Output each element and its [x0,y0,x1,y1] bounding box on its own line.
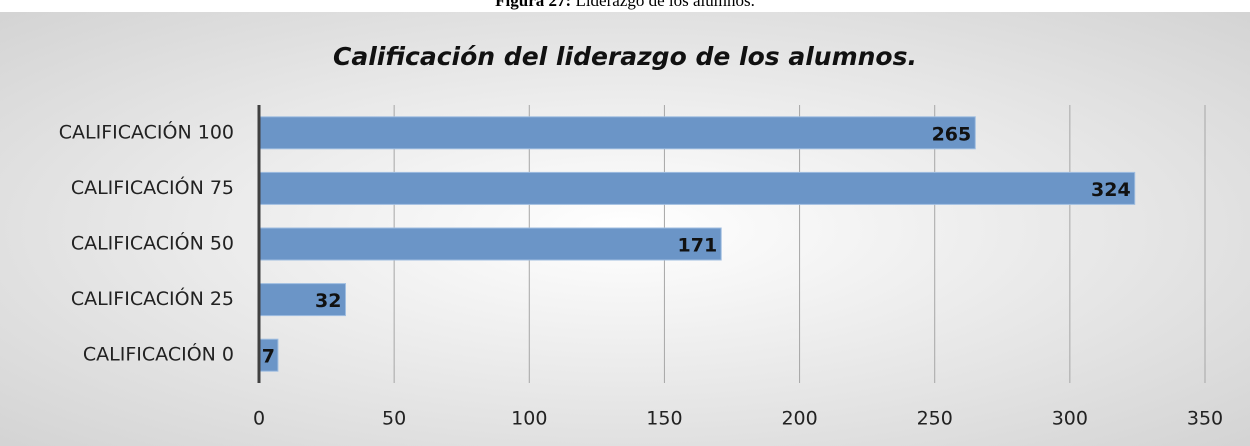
caption-label: Figura 27: [495,0,571,10]
y-tick-label: CALIFICACIÓN 100 [59,119,234,143]
x-tick-label: 200 [781,408,817,430]
x-tick-label: 0 [253,408,265,430]
x-tick-label: 150 [646,408,682,430]
chart-title: Calificación del liderazgo de los alumno… [333,42,917,71]
x-tick-label: 50 [382,408,406,430]
data-label: 171 [678,235,718,257]
x-tick-label: 250 [917,408,953,430]
data-label: 324 [1091,179,1131,201]
y-tick-label: CALIFICACIÓN 0 [83,342,234,366]
data-label: 7 [262,346,275,368]
caption: Figura 27: Liderazgo de los alumnos. [495,0,755,10]
y-tick-label: CALIFICACIÓN 50 [71,231,234,255]
data-label: 265 [932,123,972,145]
x-tick-label: 300 [1052,408,1088,430]
bar [258,227,722,261]
bar [258,116,976,150]
bar [258,283,346,317]
bar [258,171,1136,205]
caption-text: Liderazgo de los alumnos. [575,0,754,10]
y-tick-label: CALIFICACIÓN 75 [71,175,234,199]
data-label: 32 [315,290,341,312]
x-tick-label: 350 [1187,408,1223,430]
y-tick-label: CALIFICACIÓN 25 [71,286,234,310]
x-tick-label: 100 [511,408,547,430]
